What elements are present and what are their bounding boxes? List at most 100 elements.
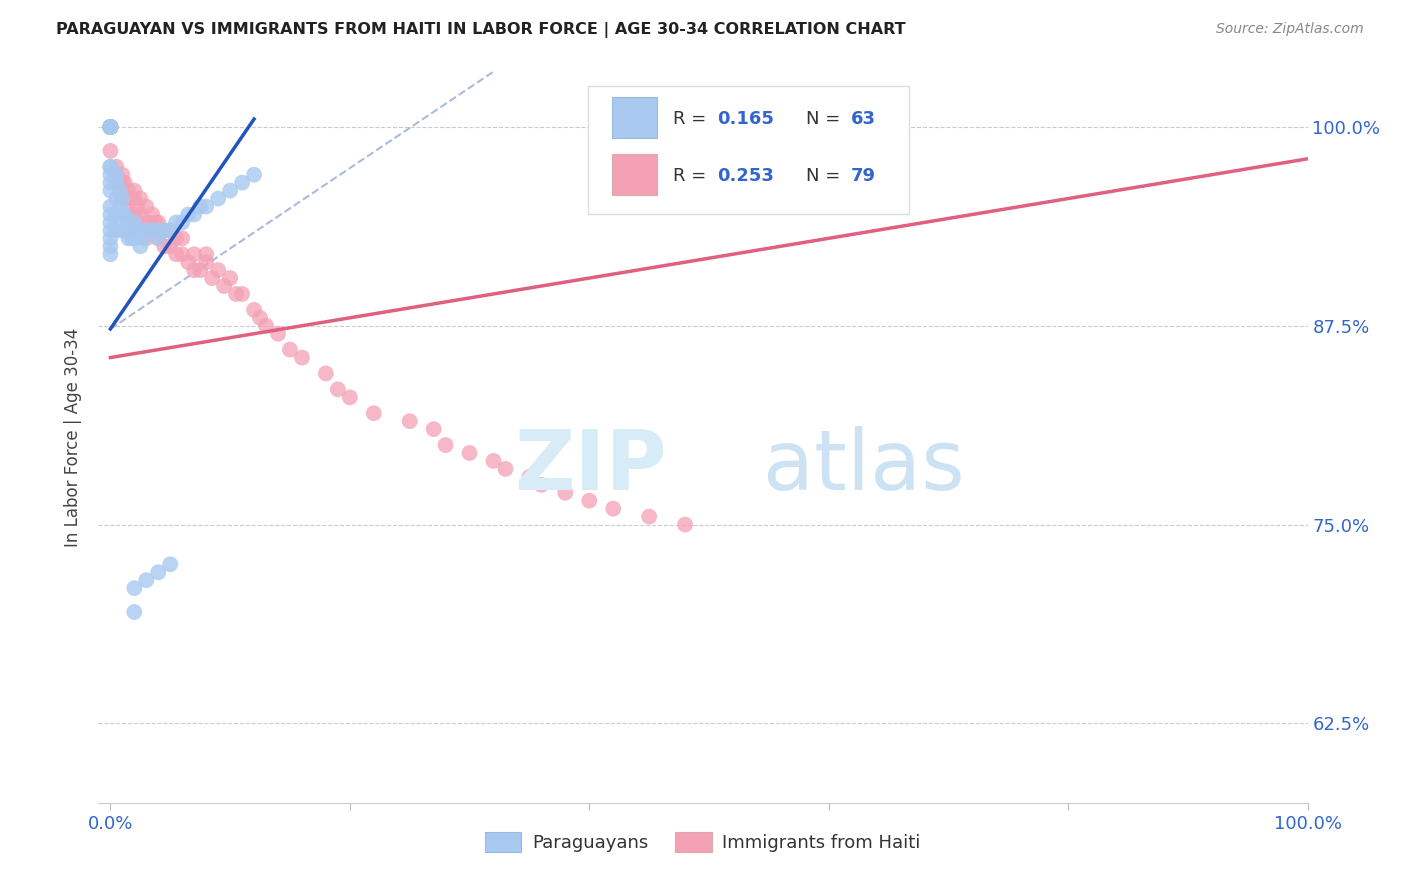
Point (105, 176, 128, 190)
Point (117, 215, 139, 229)
Point (129, 223, 152, 237)
Point (100, 120, 122, 134)
Point (108, 215, 131, 229)
Point (108, 184, 131, 198)
Point (111, 192, 134, 206)
Point (100, 120, 122, 134)
Point (111, 168, 134, 182)
Point (188, 200, 211, 214)
Point (125, 215, 148, 229)
Point (100, 120, 122, 134)
Text: N =: N = (806, 167, 846, 185)
Text: 0.165: 0.165 (717, 111, 775, 128)
Point (195, 200, 218, 214)
Point (100, 120, 122, 134)
Point (225, 287, 247, 301)
Point (124, 223, 146, 237)
Point (100, 120, 122, 134)
Point (231, 287, 253, 301)
Point (114, 192, 136, 206)
Point (135, 231, 157, 245)
Point (114, 176, 136, 190)
Point (114, 223, 136, 237)
Point (458, 446, 481, 460)
Point (326, 383, 349, 397)
Point (100, 239, 122, 253)
Point (482, 454, 505, 468)
Point (129, 192, 152, 206)
Point (100, 120, 122, 134)
Y-axis label: In Labor Force | Age 30-34: In Labor Force | Age 30-34 (65, 327, 83, 547)
Point (177, 207, 200, 221)
Point (100, 160, 122, 174)
Point (159, 239, 181, 253)
Point (422, 422, 444, 436)
Point (153, 223, 176, 237)
Point (165, 215, 187, 229)
Point (108, 200, 131, 214)
Point (188, 263, 211, 277)
Point (124, 184, 146, 198)
Point (207, 263, 229, 277)
Point (105, 207, 128, 221)
Point (111, 223, 134, 237)
Point (159, 223, 181, 237)
Point (100, 231, 122, 245)
Point (172, 247, 194, 261)
Text: 79: 79 (851, 167, 876, 185)
Point (100, 160, 122, 174)
Point (100, 120, 122, 134)
Point (132, 231, 155, 245)
Point (135, 223, 157, 237)
Point (124, 581, 146, 595)
Point (159, 223, 181, 237)
FancyBboxPatch shape (588, 86, 908, 214)
Point (135, 215, 157, 229)
Point (105, 176, 128, 190)
Point (100, 247, 122, 261)
Point (100, 120, 122, 134)
Point (673, 517, 696, 532)
Point (183, 247, 205, 261)
Point (219, 184, 242, 198)
Point (212, 279, 235, 293)
Point (195, 255, 218, 269)
Point (117, 207, 139, 221)
Point (100, 120, 122, 134)
Point (114, 207, 136, 221)
Point (105, 223, 128, 237)
Point (124, 605, 146, 619)
Point (201, 271, 224, 285)
FancyBboxPatch shape (613, 97, 657, 138)
Point (148, 231, 170, 245)
Point (105, 168, 128, 182)
Point (165, 231, 187, 245)
Point (638, 509, 661, 524)
Text: 63: 63 (851, 111, 876, 128)
Point (141, 207, 163, 221)
Point (195, 247, 218, 261)
Point (100, 120, 122, 134)
Point (434, 438, 457, 452)
Point (231, 176, 253, 190)
Point (100, 207, 122, 221)
Point (602, 501, 624, 516)
Point (100, 184, 122, 198)
Point (129, 207, 152, 221)
Point (100, 120, 122, 134)
Point (153, 239, 176, 253)
Point (121, 192, 143, 206)
Point (554, 485, 576, 500)
Point (291, 351, 314, 365)
Point (121, 231, 143, 245)
Point (530, 477, 553, 491)
Point (135, 200, 157, 214)
Point (159, 558, 181, 572)
Point (129, 223, 152, 237)
Point (172, 215, 194, 229)
Point (117, 192, 139, 206)
Point (124, 207, 146, 221)
Point (100, 200, 122, 214)
Point (207, 192, 229, 206)
Text: ZIP: ZIP (515, 425, 666, 507)
